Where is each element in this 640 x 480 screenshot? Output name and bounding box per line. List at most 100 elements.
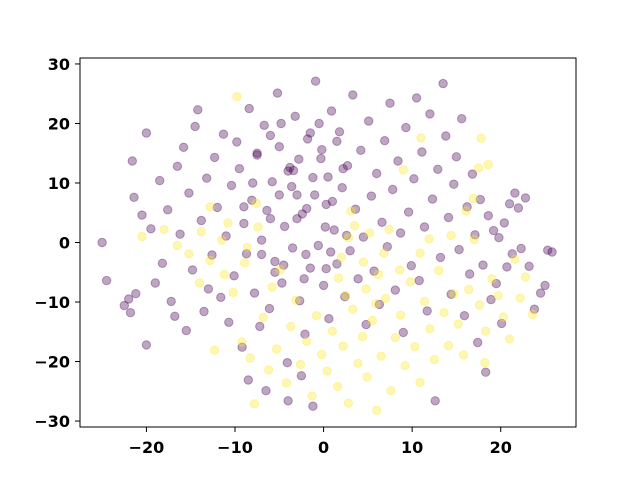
data-point-class-0 [119, 300, 130, 311]
data-point-class-0 [321, 199, 331, 210]
data-point-class-0 [422, 306, 432, 316]
data-point-class-0 [327, 196, 338, 207]
data-point-class-0 [305, 128, 315, 138]
data-point-class-1 [416, 133, 426, 143]
data-point-class-0 [239, 202, 249, 212]
data-point-class-1 [343, 398, 354, 408]
data-point-class-0 [252, 150, 262, 160]
data-point-class-0 [321, 264, 331, 274]
data-point-class-0 [157, 258, 168, 268]
data-point-class-0 [247, 195, 257, 205]
data-point-class-1 [429, 355, 439, 365]
data-point-class-0 [364, 116, 374, 126]
data-point-class-1 [353, 358, 363, 368]
data-point-class-0 [146, 224, 156, 234]
data-point-class-0 [467, 169, 478, 179]
data-point-class-1 [240, 258, 250, 268]
data-point-class-0 [212, 202, 223, 213]
data-point-class-0 [401, 122, 411, 133]
data-point-class-1 [307, 391, 317, 401]
data-point-class-0 [454, 244, 464, 255]
data-point-class-0 [366, 191, 377, 201]
data-point-class-1 [311, 311, 322, 321]
data-point-class-0 [243, 375, 254, 385]
data-point-class-0 [301, 249, 311, 260]
data-point-class-1 [343, 233, 354, 243]
data-point-class-1 [237, 337, 247, 347]
data-point-class-0 [248, 178, 258, 188]
data-point-class-1 [251, 198, 261, 208]
data-point-class-0 [449, 179, 459, 189]
data-point-class-0 [97, 237, 107, 248]
data-point-class-1 [419, 296, 430, 307]
data-point-class-0 [499, 218, 509, 228]
data-point-class-1 [464, 284, 474, 295]
data-point-class-1 [504, 334, 515, 344]
data-point-class-0 [529, 304, 540, 314]
data-point-class-0 [193, 105, 203, 115]
data-point-class-0 [184, 188, 194, 198]
data-point-class-0 [270, 267, 280, 277]
data-point-class-1 [386, 386, 396, 396]
data-point-class-1 [474, 300, 485, 310]
data-point-class-0 [292, 190, 302, 200]
data-point-class-0 [187, 265, 198, 275]
y-tick-label: 0 [59, 234, 70, 253]
data-point-class-0 [494, 233, 504, 243]
data-point-class-1 [376, 351, 386, 361]
data-point-class-0 [265, 130, 276, 141]
x-tick-label: −10 [217, 438, 253, 457]
data-point-class-1 [527, 309, 538, 320]
data-point-class-1 [295, 359, 306, 370]
data-point-class-0 [425, 109, 435, 119]
data-point-class-0 [181, 325, 192, 336]
y-tick-label: 30 [48, 55, 70, 74]
data-point-class-0 [310, 76, 321, 86]
data-point-class-1 [267, 282, 277, 292]
data-point-class-0 [287, 181, 297, 192]
data-point-class-1 [137, 231, 147, 242]
data-point-class-0 [486, 294, 496, 305]
data-point-class-1 [346, 206, 356, 216]
data-point-class-0 [427, 194, 438, 204]
data-point-class-0 [163, 205, 173, 215]
data-point-class-0 [190, 121, 200, 132]
data-point-class-1 [338, 341, 348, 351]
data-point-class-0 [382, 242, 392, 252]
data-point-class-1 [258, 312, 268, 323]
data-point-class-0 [342, 161, 353, 171]
data-point-class-0 [262, 205, 272, 216]
points-layer [97, 76, 557, 415]
x-tick-label: 10 [401, 438, 423, 457]
x-axis: −20 −10 0 10 20 [129, 427, 512, 457]
data-point-class-0 [241, 249, 252, 259]
data-point-class-1 [468, 193, 478, 204]
data-point-class-0 [264, 303, 275, 314]
data-point-class-0 [323, 172, 333, 182]
data-point-class-0 [372, 168, 382, 179]
data-point-class-0 [369, 266, 379, 276]
data-point-class-0 [547, 247, 557, 257]
data-point-class-0 [510, 188, 520, 198]
data-point-class-0 [483, 211, 493, 221]
data-point-class-0 [417, 147, 427, 157]
data-point-class-1 [415, 248, 425, 258]
data-point-class-0 [283, 166, 293, 176]
data-point-class-0 [255, 321, 265, 332]
data-point-class-1 [348, 304, 358, 314]
data-point-class-1 [196, 227, 207, 237]
x-tick-label: 0 [318, 438, 329, 457]
data-point-class-0 [358, 232, 369, 242]
data-point-class-0 [406, 261, 416, 271]
data-point-class-0 [166, 296, 176, 307]
data-point-class-1 [498, 312, 509, 322]
data-point-class-1 [458, 350, 469, 360]
data-point-class-0 [221, 231, 231, 241]
data-point-class-1 [515, 293, 525, 303]
data-point-class-1 [194, 278, 205, 288]
data-point-class-1 [327, 326, 338, 336]
data-point-class-1 [336, 252, 346, 263]
data-point-class-0 [283, 396, 293, 406]
data-point-class-1 [410, 342, 420, 352]
